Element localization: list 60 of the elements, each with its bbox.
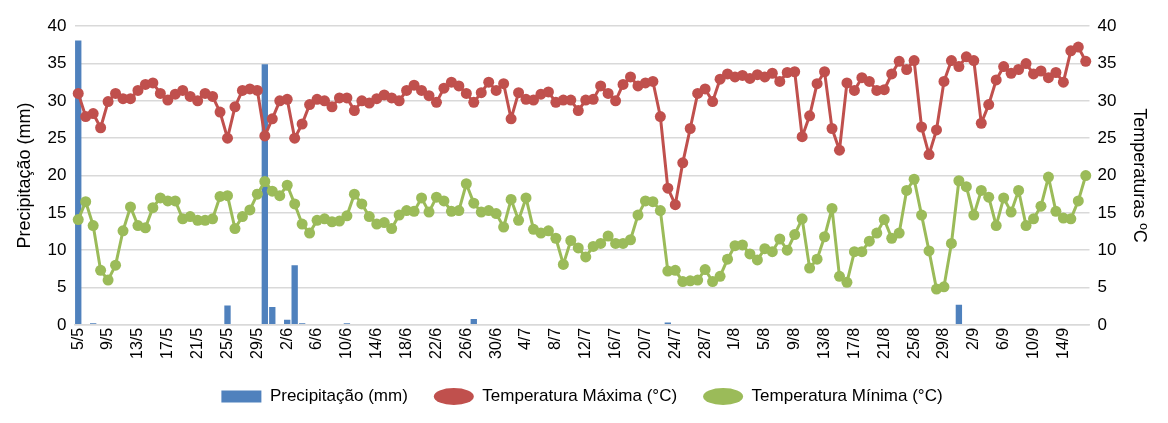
x-tick-label: 30/6 xyxy=(486,327,504,359)
y-tick-label: 30 xyxy=(47,90,67,110)
x-tick-label: 2/6 xyxy=(277,327,295,351)
y2-tick-label: 25 xyxy=(1097,127,1117,147)
y2-axis-title: Temperaturas ºC xyxy=(1130,108,1151,243)
legend-label: Temperatura Mínima (°C) xyxy=(751,386,943,406)
x-tick-label: 6/9 xyxy=(994,327,1012,351)
x-tick-label: 25/5 xyxy=(217,327,235,359)
y2-tick-label: 0 xyxy=(1097,314,1107,334)
y2-tick-label: 40 xyxy=(1097,15,1117,35)
y-axis-title: Precipitação (mm) xyxy=(13,102,34,249)
x-tick-label: 10/9 xyxy=(1023,327,1041,359)
x-tick-label: 26/6 xyxy=(456,327,474,359)
y-tick-label: 35 xyxy=(47,53,67,73)
x-tick-label: 28/7 xyxy=(695,327,713,359)
x-tick-label: 29/8 xyxy=(934,327,952,359)
x-tick-label: 22/6 xyxy=(426,327,444,359)
legend-label: Temperatura Máxima (°C) xyxy=(482,386,678,406)
legend-label: Precipitação (mm) xyxy=(269,386,408,406)
y-tick-label: 25 xyxy=(47,127,67,147)
x-tick-label: 16/7 xyxy=(605,327,623,359)
x-tick-label: 4/7 xyxy=(516,327,534,351)
bar xyxy=(470,318,477,325)
x-tick-label: 14/9 xyxy=(1053,327,1071,359)
x-tick-label: 25/8 xyxy=(904,327,922,359)
y-tick-label: 10 xyxy=(47,239,67,259)
x-tick-label: 20/7 xyxy=(635,327,653,359)
x-tick-label: 12/7 xyxy=(576,327,594,359)
y2-tick-label: 20 xyxy=(1097,165,1117,185)
x-tick-label: 17/8 xyxy=(844,327,862,359)
x-tick-label: 6/6 xyxy=(307,327,325,351)
x-tick-label: 5/8 xyxy=(755,327,773,351)
x-tick-label: 18/6 xyxy=(397,327,415,359)
x-tick-label: 21/8 xyxy=(874,327,892,359)
x-tick-label: 29/5 xyxy=(247,327,265,359)
x-tick-label: 10/6 xyxy=(337,327,355,359)
y-tick-label: 15 xyxy=(47,202,67,222)
x-tick-label: 21/5 xyxy=(188,327,206,359)
y-tick-label: 40 xyxy=(47,15,67,35)
y2-tick-label: 30 xyxy=(1097,90,1117,110)
bar xyxy=(224,305,231,325)
x-tick-label: 24/7 xyxy=(665,327,683,359)
y2-tick-label: 35 xyxy=(1097,53,1117,73)
y2-tick-label: 15 xyxy=(1097,202,1117,222)
x-tick-label: 1/8 xyxy=(725,327,743,351)
y-tick-label: 0 xyxy=(57,314,67,334)
x-tick-label: 13/8 xyxy=(814,327,832,359)
x-tick-label: 9/5 xyxy=(98,327,116,351)
bar xyxy=(955,304,963,325)
x-tick-label: 8/7 xyxy=(546,327,564,351)
x-tick-label: 2/9 xyxy=(964,327,982,351)
y-tick-label: 5 xyxy=(57,277,67,297)
x-tick-label: 17/5 xyxy=(158,327,176,359)
x-tick-label: 13/5 xyxy=(128,327,146,359)
x-tick-label: 5/5 xyxy=(68,327,86,351)
y2-tick-label: 10 xyxy=(1097,239,1117,259)
x-tick-label: 9/8 xyxy=(785,327,803,351)
y-tick-label: 20 xyxy=(47,165,67,185)
y2-tick-label: 5 xyxy=(1097,277,1107,297)
x-tick-label: 14/6 xyxy=(367,327,385,359)
